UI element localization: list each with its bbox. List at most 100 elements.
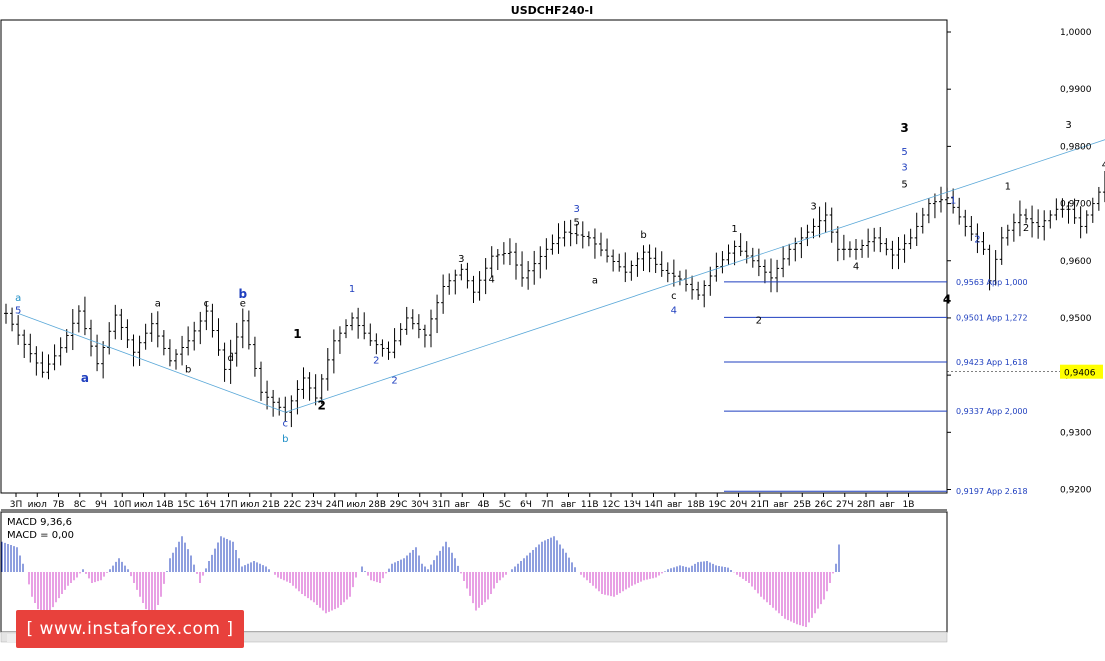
wave-label: 1 [731, 224, 737, 235]
wave-label: a [81, 371, 89, 385]
price-tick-label: 0,9900 [1060, 85, 1092, 95]
price-bar [374, 333, 379, 355]
price-bar [447, 273, 452, 295]
time-tick-label: июл [134, 500, 153, 510]
price-bar [337, 326, 342, 354]
price-bar [574, 223, 579, 245]
time-tick-label: июл [240, 500, 259, 510]
price-bar [222, 342, 227, 382]
price-bar [410, 309, 415, 330]
price-bar [40, 351, 45, 378]
price-bar [957, 197, 962, 225]
time-tick-label: 27Ч [836, 500, 854, 510]
price-bar [228, 339, 233, 384]
price-bar [677, 270, 682, 286]
wave-labels: a5aabcdeb12cb1223435bac41234353541212343… [15, 120, 1105, 445]
price-bar [155, 311, 160, 348]
price-bar [896, 236, 901, 270]
price-bar [1054, 198, 1059, 221]
price-bar [398, 323, 403, 346]
price-bar [787, 243, 792, 266]
price-bar [1048, 210, 1053, 229]
price-bar [1005, 224, 1010, 246]
time-tick-label: 21П [751, 500, 769, 510]
price-bar [453, 269, 458, 295]
price-bar [811, 218, 816, 239]
price-bar [489, 246, 494, 278]
price-bar [216, 318, 221, 356]
price-bar [174, 349, 178, 370]
price-bar [671, 259, 676, 287]
price-bar [520, 251, 525, 287]
time-tick-label: 17П [219, 500, 237, 510]
price-bar [568, 219, 573, 247]
wave-label: b [238, 287, 247, 301]
fib-levels: 0,9563 App 1,000 0,9501 App 1,272 0,9423 A… [724, 278, 1028, 496]
wave-label: 5 [574, 217, 580, 228]
trend-lines [18, 139, 1105, 413]
wave-label: 3 [574, 204, 580, 215]
price-bar [277, 397, 282, 416]
time-tick-label: 26С [815, 500, 833, 510]
price-bar [641, 245, 646, 272]
price-bar [259, 361, 263, 401]
wave-label: d [227, 353, 233, 364]
price-bar [1084, 210, 1089, 234]
price-bar [441, 274, 446, 314]
price-bar [690, 275, 695, 300]
price-bar [945, 187, 950, 205]
price-bar [180, 335, 185, 366]
wave-label: 2 [373, 356, 379, 367]
price-bar [975, 223, 980, 254]
time-tick-label: авг [667, 500, 683, 510]
price-bar [1078, 206, 1083, 239]
price-bar [556, 223, 561, 254]
wave-label: 3 [900, 121, 908, 135]
price-bar [113, 304, 118, 340]
price-tick-label: 1,0000 [1060, 28, 1092, 38]
price-bar [76, 305, 81, 333]
price-bar [781, 246, 786, 278]
time-tick-label: 14В [156, 500, 174, 510]
price-bar [908, 228, 913, 250]
price-bar [714, 252, 719, 282]
price-tick-label: 0,9500 [1060, 314, 1092, 324]
price-bar [46, 354, 51, 380]
price-bar [653, 247, 658, 274]
price-bar [1042, 210, 1047, 241]
time-tick-label: 12С [602, 500, 620, 510]
price-bar [58, 337, 63, 366]
price-bar [465, 262, 470, 289]
wave-label: 2 [974, 234, 980, 245]
time-tick-label: июл [346, 500, 365, 510]
time-tick-label: 3П [10, 500, 23, 510]
price-bar [635, 252, 640, 277]
price-bar [932, 193, 937, 219]
price-bar [902, 234, 907, 263]
price-bar [234, 322, 239, 367]
price-bar [847, 241, 852, 258]
price-bar [605, 238, 610, 263]
current-price-tag [1060, 364, 1103, 379]
time-tick-label: 31П [432, 500, 450, 510]
time-tick-label: 22С [283, 500, 301, 510]
wave-label: c [283, 419, 289, 430]
price-bar [866, 228, 871, 258]
price-bar [265, 380, 270, 410]
price-bar [835, 226, 840, 262]
price-bar [10, 307, 15, 332]
wave-label: b [282, 434, 288, 445]
price-bar [623, 252, 628, 283]
instaforex-watermark[interactable]: [ www.instaforex.com ] [16, 610, 244, 648]
price-bar [963, 209, 968, 237]
wave-label: 1 [349, 284, 355, 295]
price-bar [854, 239, 858, 260]
price-bar [793, 237, 798, 262]
price-bar [647, 244, 652, 273]
bottom-scroll-bar[interactable] [0, 631, 948, 643]
price-bar [544, 238, 549, 270]
price-bar [629, 260, 634, 281]
wave-label: e [240, 299, 246, 310]
price-bar [617, 253, 622, 272]
price-tick-label: 0,9200 [1060, 486, 1092, 496]
